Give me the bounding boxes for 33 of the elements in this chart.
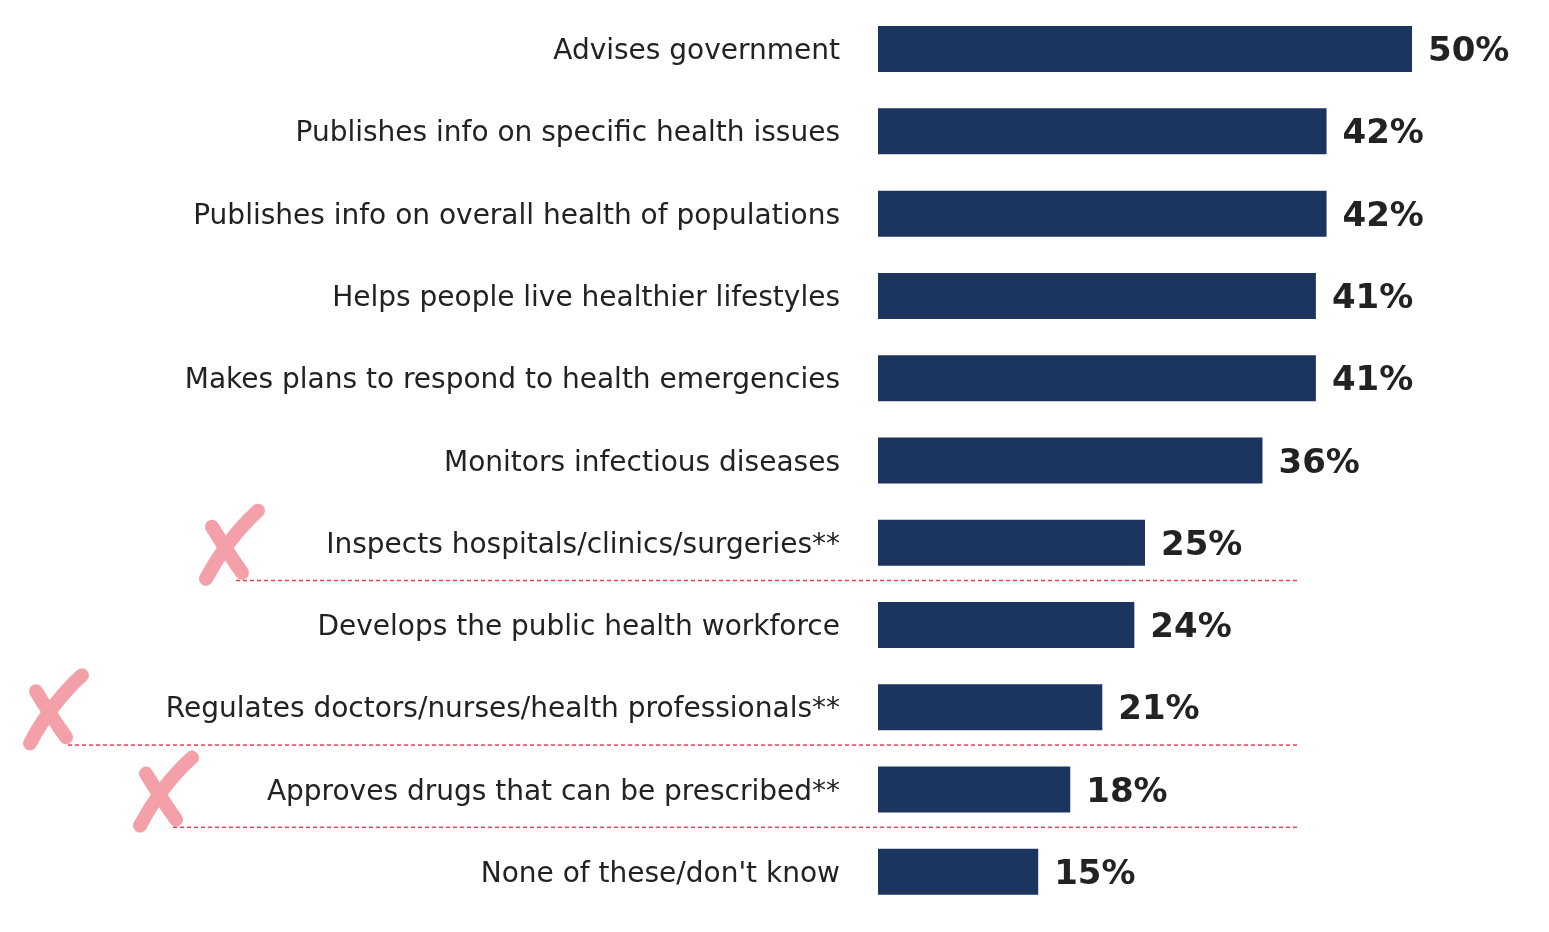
bar xyxy=(878,355,1316,402)
bar xyxy=(878,272,1316,319)
bar xyxy=(878,684,1103,731)
bar xyxy=(878,190,1327,237)
data-label: 18% xyxy=(1086,769,1168,810)
data-label: 41% xyxy=(1331,275,1414,316)
bar xyxy=(878,108,1327,155)
y-tick-label: Advises government xyxy=(553,33,841,67)
bar xyxy=(878,437,1263,484)
y-tick-label: None of these/don't know xyxy=(480,855,840,889)
data-label: 25% xyxy=(1161,522,1243,563)
data-label: 42% xyxy=(1342,111,1424,152)
data-label: 15% xyxy=(1054,851,1136,892)
bar xyxy=(878,602,1135,649)
data-label: 42% xyxy=(1342,193,1424,234)
bar xyxy=(878,848,1039,895)
y-tick-label: Publishes info on overall health of populations xyxy=(193,197,840,231)
y-tick-label: Helps people live healthier lifestyles xyxy=(332,279,840,313)
data-label: 21% xyxy=(1118,687,1200,728)
y-tick-label: Approves drugs that can be prescribed** xyxy=(266,773,840,807)
bar xyxy=(878,519,1145,566)
y-tick-label: Publishes info on specific health issues xyxy=(295,115,840,149)
bar xyxy=(878,26,1412,73)
y-tick-label: Inspects hospitals/clinics/surgeries** xyxy=(326,526,840,560)
y-tick-label: Makes plans to respond to health emergencies xyxy=(184,362,840,396)
data-label: 24% xyxy=(1150,605,1232,646)
bar xyxy=(878,766,1071,813)
data-label: 36% xyxy=(1278,440,1360,481)
y-tick-label: Monitors infectious diseases xyxy=(444,444,840,478)
data-label: 41% xyxy=(1331,358,1414,399)
y-tick-label: Regulates doctors/nurses/health professionals** xyxy=(165,691,840,725)
y-tick-label: Develops the public health workforce xyxy=(317,609,840,643)
data-label: 50% xyxy=(1428,29,1510,70)
